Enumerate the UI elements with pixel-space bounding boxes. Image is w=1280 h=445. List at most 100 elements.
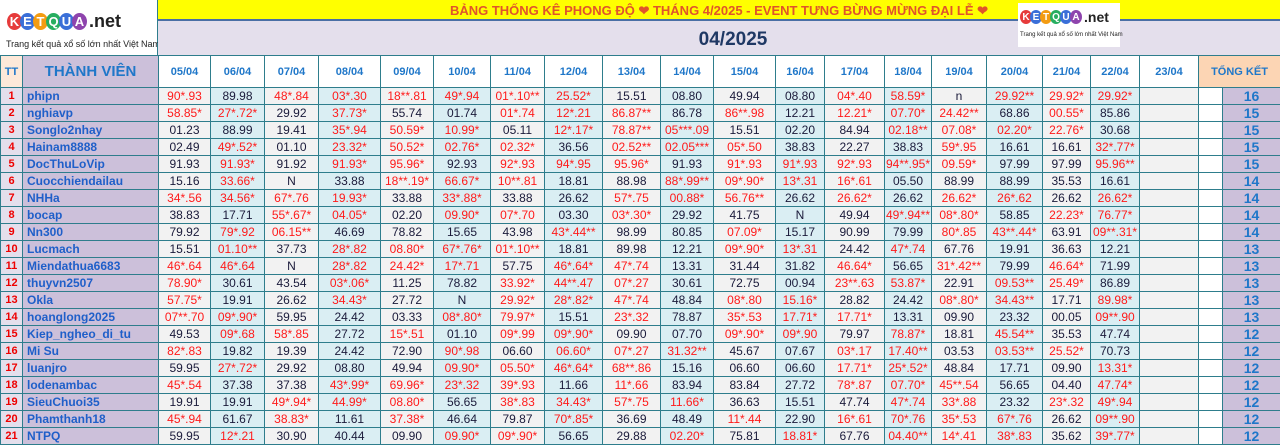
- prediction-cell: 07.70*: [885, 105, 932, 122]
- row-rank: 4: [1, 139, 23, 156]
- prediction-cell: 08.80: [661, 88, 714, 105]
- member-name[interactable]: Kiep_ngheo_di_tu: [23, 326, 159, 343]
- member-name[interactable]: luanjro: [23, 360, 159, 377]
- prediction-cell: [1140, 173, 1199, 190]
- row-rank: 3: [1, 122, 23, 139]
- member-name[interactable]: phipn: [23, 88, 159, 105]
- prediction-cell: 46.64*: [1043, 258, 1091, 275]
- prediction-cell: 19.91: [159, 394, 211, 411]
- prediction-cell: 22.27: [825, 139, 885, 156]
- member-name[interactable]: hoanglong2025: [23, 309, 159, 326]
- member-name[interactable]: Phamthanh18: [23, 411, 159, 428]
- prediction-cell: 05.50: [885, 173, 932, 190]
- prediction-cell: 86.78: [661, 105, 714, 122]
- total-score: 15: [1223, 156, 1280, 173]
- prediction-cell: 09.90: [603, 326, 661, 343]
- prediction-cell: 37.38*: [381, 411, 434, 428]
- prediction-cell: 56.65: [885, 258, 932, 275]
- prediction-cell: 17.71: [987, 360, 1043, 377]
- prediction-cell: 09*.90*: [211, 309, 265, 326]
- prediction-cell: 08*.80*: [932, 292, 987, 309]
- prediction-cell: 03*.30*: [603, 207, 661, 224]
- logo-letter: A: [72, 13, 87, 30]
- prediction-cell: 35.53: [1043, 173, 1091, 190]
- prediction-cell: 49.94: [381, 360, 434, 377]
- total-score: 14: [1223, 173, 1280, 190]
- member-name[interactable]: Miendathua6683: [23, 258, 159, 275]
- prediction-cell: 09*.90*: [545, 326, 603, 343]
- member-name[interactable]: Okla: [23, 292, 159, 309]
- prediction-cell: 95.96**: [1091, 156, 1140, 173]
- member-name[interactable]: SieuChuoi35: [23, 394, 159, 411]
- member-name[interactable]: nghiavp: [23, 105, 159, 122]
- member-name[interactable]: lodenambac: [23, 377, 159, 394]
- prediction-cell: 10.99*: [434, 122, 491, 139]
- prediction-cell: 03*.06*: [319, 275, 381, 292]
- prediction-cell: 08*.80*: [932, 207, 987, 224]
- prediction-cell: 49*.94*: [265, 394, 319, 411]
- member-name[interactable]: NHHa: [23, 190, 159, 207]
- prediction-cell: 08.80: [776, 88, 825, 105]
- prediction-cell: 12*.21: [545, 105, 603, 122]
- prediction-cell: 07*.70: [491, 207, 545, 224]
- prediction-cell: 45**.54: [932, 377, 987, 394]
- header-date: 11/04: [491, 56, 545, 88]
- prediction-cell: 09.90*: [434, 207, 491, 224]
- prediction-cell: 15.51: [159, 241, 211, 258]
- prediction-cell: 49*.94: [1091, 394, 1140, 411]
- prediction-cell: 49*.94: [434, 88, 491, 105]
- prediction-cell: 58*.85: [265, 326, 319, 343]
- row-rank: 19: [1, 394, 23, 411]
- prediction-cell: 01.10**: [211, 241, 265, 258]
- member-name[interactable]: thuyvn2507: [23, 275, 159, 292]
- prediction-cell: 26.62: [1043, 190, 1091, 207]
- prediction-cell: 34.56*: [211, 190, 265, 207]
- prediction-cell: 43*.99*: [319, 377, 381, 394]
- header-date: 23/04: [1140, 56, 1199, 88]
- prediction-cell: 55*.67*: [265, 207, 319, 224]
- prediction-cell: 29.92*: [491, 292, 545, 309]
- prediction-cell: 30.61: [661, 275, 714, 292]
- prediction-cell: 12.21: [661, 241, 714, 258]
- prediction-cell: 09.90: [1043, 360, 1091, 377]
- member-name[interactable]: Songlo2nhay: [23, 122, 159, 139]
- prediction-cell: 94**.95*: [885, 156, 932, 173]
- prediction-cell: 17.71: [211, 207, 265, 224]
- row-rank: 11: [1, 258, 23, 275]
- member-name[interactable]: Mi Su: [23, 343, 159, 360]
- prediction-cell: 57.75*: [159, 292, 211, 309]
- prediction-cell: 34.43**: [987, 292, 1043, 309]
- prediction-cell: 15*.51: [381, 326, 434, 343]
- prediction-cell: 00.88*: [661, 190, 714, 207]
- prediction-cell: 02.20: [776, 122, 825, 139]
- prediction-cell: 24.42*: [381, 258, 434, 275]
- prediction-cell: 47.74*: [1091, 377, 1140, 394]
- prediction-cell: 46*.64*: [545, 360, 603, 377]
- member-name[interactable]: Cuocchiendailau: [23, 173, 159, 190]
- prediction-cell: 28*.82: [319, 258, 381, 275]
- prediction-cell: 09.90: [932, 309, 987, 326]
- prediction-cell: 58.85*: [159, 105, 211, 122]
- member-name[interactable]: Hainam8888: [23, 139, 159, 156]
- prediction-cell: 45.54**: [987, 326, 1043, 343]
- prediction-cell: 18.81: [545, 241, 603, 258]
- member-name[interactable]: Nn300: [23, 224, 159, 241]
- prediction-cell: 44.99*: [319, 394, 381, 411]
- prediction-cell: 46*.64*: [545, 258, 603, 275]
- member-name[interactable]: DocThuLoVip: [23, 156, 159, 173]
- prediction-cell: 72.75: [714, 275, 776, 292]
- member-name[interactable]: Lucmach: [23, 241, 159, 258]
- total-score: 12: [1223, 343, 1280, 360]
- prediction-cell: [1140, 105, 1199, 122]
- prediction-cell: 03*.30: [319, 88, 381, 105]
- member-name[interactable]: bocap: [23, 207, 159, 224]
- prediction-cell: 02.18**: [885, 122, 932, 139]
- logo-tagline: Trang kết quả xổ số lớn nhất Việt Nam: [6, 39, 160, 49]
- header-date: 10/04: [434, 56, 491, 88]
- row-rank: 18: [1, 377, 23, 394]
